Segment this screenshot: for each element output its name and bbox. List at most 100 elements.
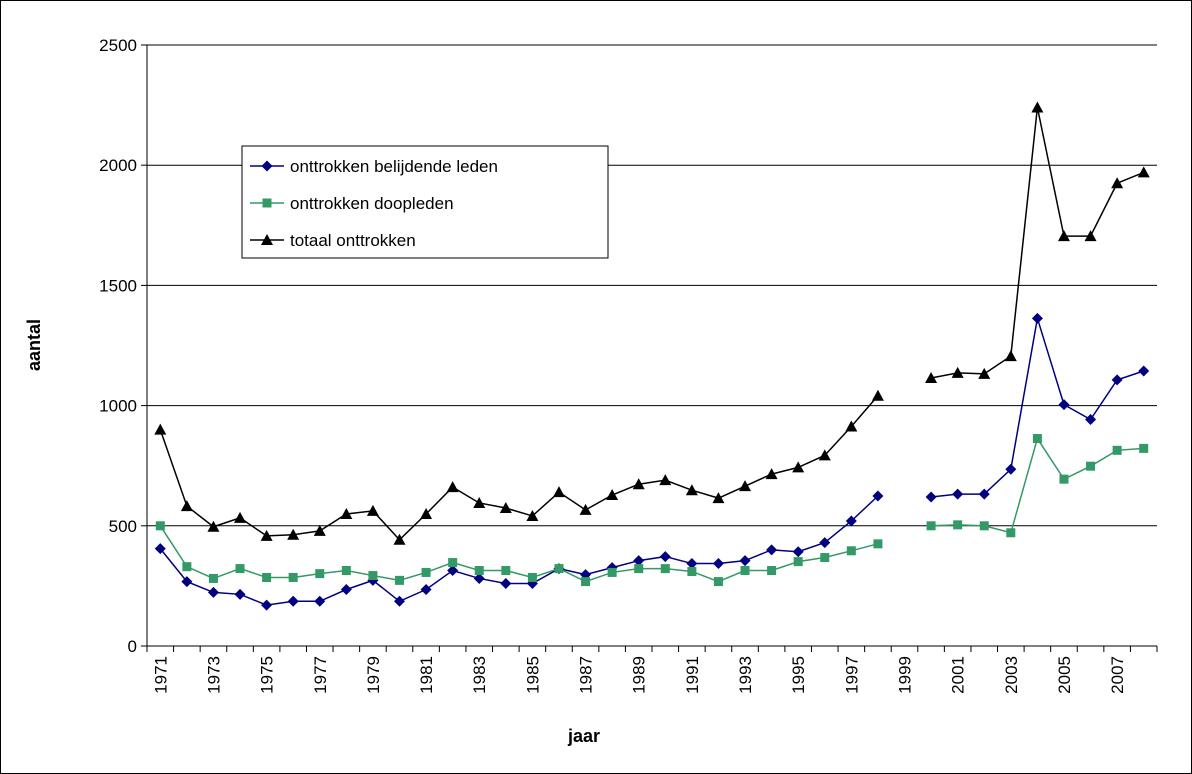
data-point xyxy=(181,576,193,588)
data-point xyxy=(871,389,884,401)
x-tick-label: 2007 xyxy=(1108,656,1127,694)
data-point xyxy=(872,490,884,502)
data-point xyxy=(846,546,856,556)
data-point xyxy=(315,569,325,579)
data-point xyxy=(1059,474,1069,484)
data-point xyxy=(1112,445,1122,455)
data-point xyxy=(1138,365,1150,377)
data-point xyxy=(685,484,698,496)
data-point xyxy=(820,553,830,563)
data-point xyxy=(473,496,486,508)
legend-marker xyxy=(261,160,273,172)
data-point xyxy=(368,571,378,581)
data-point xyxy=(1058,399,1070,411)
data-point xyxy=(1005,463,1017,475)
data-point xyxy=(501,566,511,576)
data-point xyxy=(633,555,645,567)
data-point xyxy=(818,449,831,461)
legend-marker xyxy=(261,234,273,245)
data-point xyxy=(260,529,273,541)
data-point xyxy=(978,367,991,379)
data-point xyxy=(740,566,750,576)
data-point xyxy=(687,566,697,576)
data-point xyxy=(207,520,220,532)
data-point xyxy=(207,586,219,598)
data-point xyxy=(926,521,936,531)
data-point xyxy=(474,566,484,576)
x-tick-label: 1977 xyxy=(311,656,330,694)
data-point xyxy=(313,524,326,536)
x-tick-label: 1999 xyxy=(896,656,915,694)
data-point xyxy=(659,474,672,486)
data-point xyxy=(1085,414,1097,426)
x-tick-label: 2001 xyxy=(949,656,968,694)
data-point xyxy=(1137,166,1150,178)
data-point xyxy=(766,544,778,556)
data-point xyxy=(1004,350,1017,362)
x-tick-label: 1973 xyxy=(204,656,223,694)
data-point xyxy=(421,567,431,577)
data-point xyxy=(1057,230,1070,242)
data-point xyxy=(686,558,698,570)
x-tick-label: 1971 xyxy=(151,656,170,694)
data-point xyxy=(288,572,298,582)
data-point xyxy=(287,528,300,540)
x-tick-label: 1993 xyxy=(736,656,755,694)
data-point xyxy=(527,572,537,582)
data-point xyxy=(713,577,723,587)
legend-label: totaal onttrokken xyxy=(290,231,416,250)
data-point xyxy=(579,503,592,515)
data-point xyxy=(366,504,379,516)
data-point xyxy=(446,481,459,493)
data-point xyxy=(208,573,218,583)
data-point xyxy=(1086,461,1096,471)
x-tick-label: 1983 xyxy=(470,656,489,694)
x-tick-label: 2003 xyxy=(1002,656,1021,694)
x-tick-label: 1997 xyxy=(842,656,861,694)
x-tick-label: 1995 xyxy=(789,656,808,694)
data-point xyxy=(739,555,751,567)
x-tick-label: 1987 xyxy=(577,656,596,694)
x-tick-label: 1991 xyxy=(683,656,702,694)
y-tick-label: 500 xyxy=(109,517,137,536)
y-tick-label: 0 xyxy=(128,637,137,656)
data-point xyxy=(952,488,964,500)
data-point xyxy=(552,486,565,498)
legend-marker xyxy=(262,198,272,208)
data-point xyxy=(420,584,432,596)
x-tick-label: 1985 xyxy=(523,656,542,694)
data-point xyxy=(659,551,671,563)
data-point xyxy=(448,558,458,568)
data-point xyxy=(1084,230,1097,242)
data-point xyxy=(154,423,167,435)
data-point xyxy=(393,533,406,545)
data-point xyxy=(660,564,670,574)
y-axis-title: aantal xyxy=(24,319,44,371)
x-tick-label: 1975 xyxy=(258,656,277,694)
data-point xyxy=(287,595,299,607)
data-point xyxy=(925,491,937,503)
data-point xyxy=(979,521,989,531)
data-point xyxy=(607,567,617,577)
x-tick-label: 1981 xyxy=(417,656,436,694)
data-point xyxy=(234,511,247,523)
data-point xyxy=(581,577,591,587)
data-point xyxy=(739,480,752,492)
y-tick-label: 1500 xyxy=(99,276,137,295)
data-point xyxy=(341,566,351,576)
x-tick-label: 2005 xyxy=(1055,656,1074,694)
data-point xyxy=(1139,443,1149,453)
data-point xyxy=(1031,312,1043,324)
data-point xyxy=(793,557,803,567)
x-axis-title: jaar xyxy=(567,726,600,746)
data-point xyxy=(340,584,352,596)
data-point xyxy=(235,564,245,574)
data-point xyxy=(873,539,883,549)
data-point xyxy=(473,572,485,584)
data-point xyxy=(765,468,778,480)
data-point xyxy=(1006,528,1016,538)
legend-label: onttrokken doopleden xyxy=(290,194,454,213)
x-tick-label: 1989 xyxy=(630,656,649,694)
